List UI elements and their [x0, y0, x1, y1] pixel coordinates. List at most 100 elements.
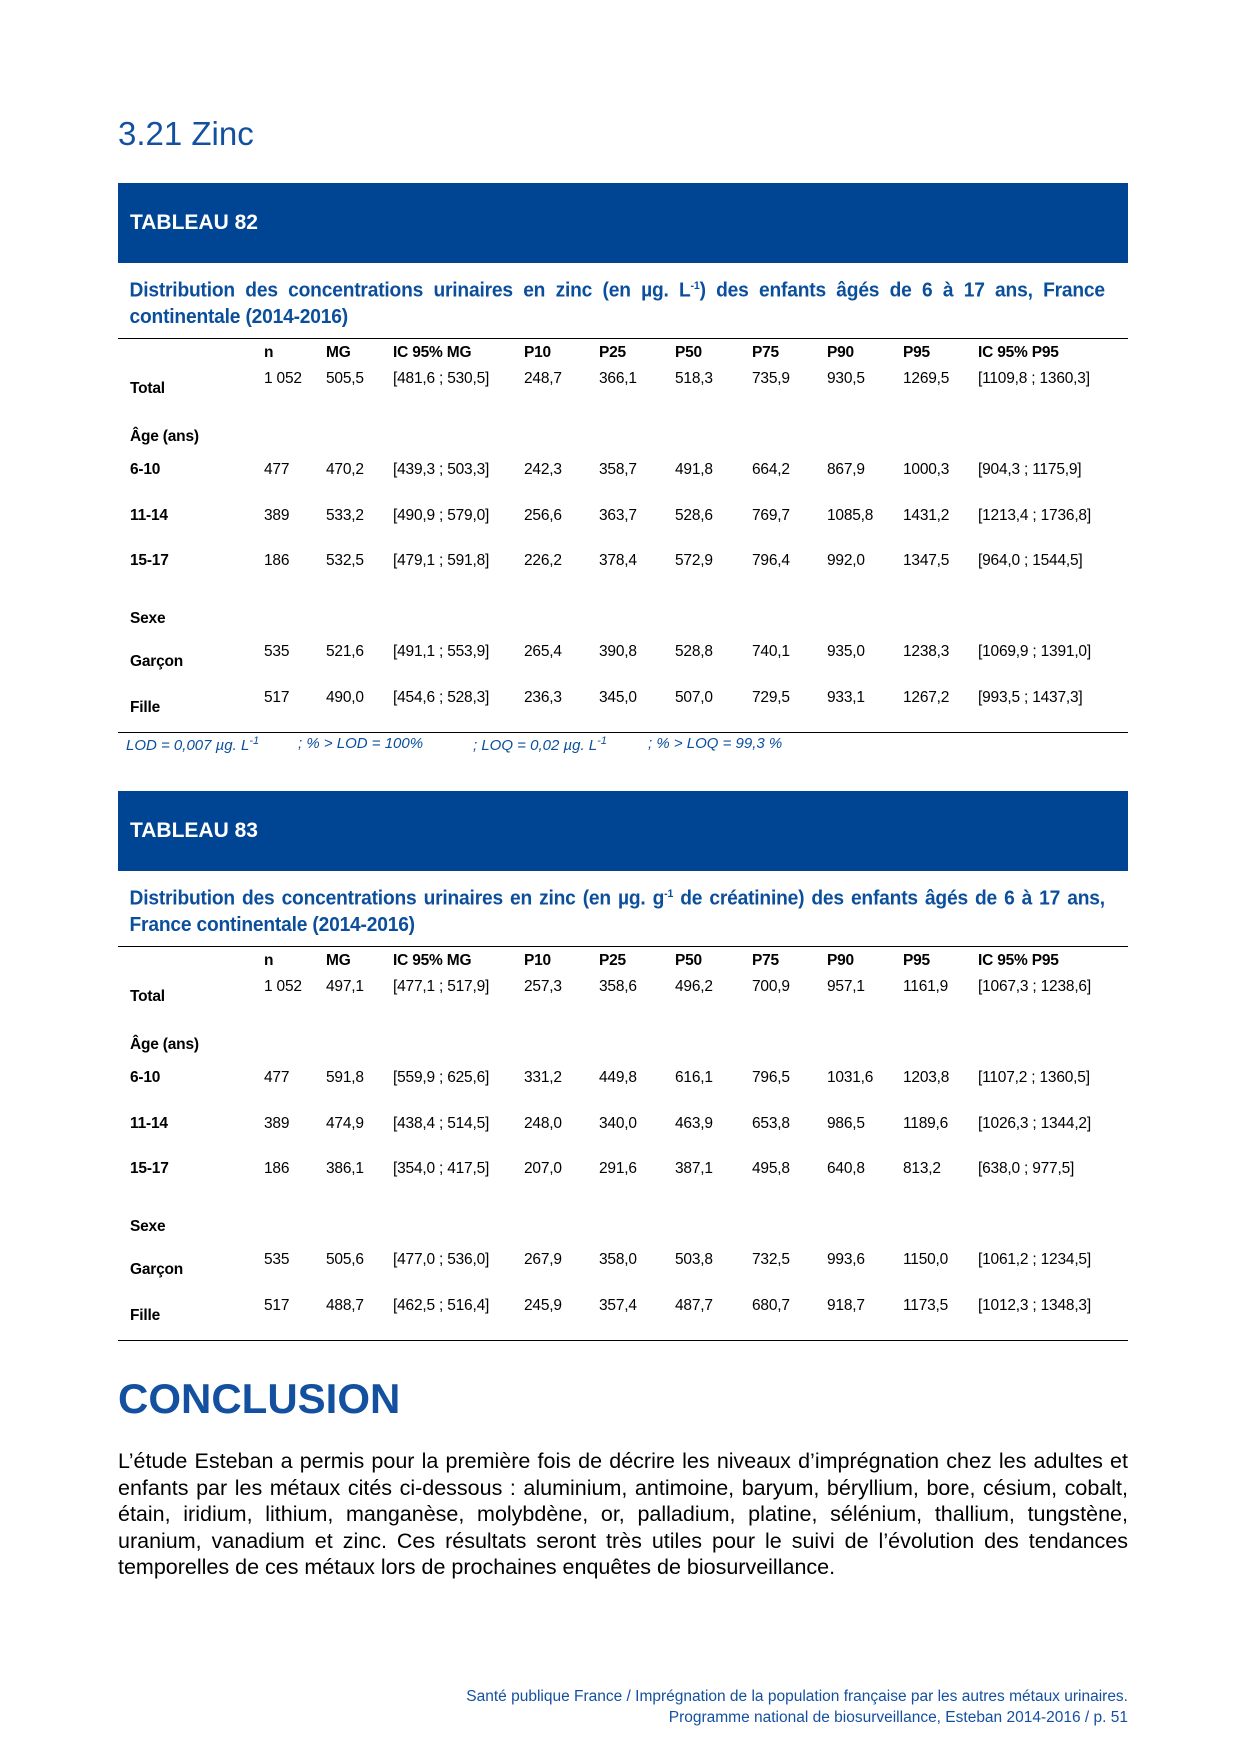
- cell: [490,9 ; 579,0]: [393, 506, 490, 524]
- table-label: TABLEAU 83: [118, 791, 1128, 871]
- cell: 386,1: [326, 1160, 364, 1178]
- cell: 1 052: [264, 978, 302, 996]
- cell: 992,0: [827, 552, 865, 570]
- cell: 653,8: [752, 1114, 790, 1132]
- cell: [477,0 ; 536,0]: [393, 1251, 490, 1269]
- cell: [638,0 ; 977,5]: [978, 1160, 1075, 1178]
- cell: 345,0: [599, 688, 637, 706]
- cell: [1069,9 ; 1391,0]: [978, 643, 1091, 661]
- header-cell: MG: [326, 344, 351, 362]
- text-run: Distribution des concentrations urinaire…: [129, 887, 665, 910]
- superscript: -1: [249, 734, 260, 747]
- cell: 497,1: [326, 978, 364, 996]
- header-cell: IC 95% P95: [978, 952, 1059, 970]
- cell: [993,5 ; 1437,3]: [978, 688, 1083, 706]
- cell: 477: [264, 461, 290, 479]
- cell: 740,1: [752, 643, 790, 661]
- superscript: -1: [690, 280, 700, 292]
- header-cell: P90: [827, 952, 854, 970]
- table-body: Total 1 052 497,1 [477,1 ; 517,9] 257,3 358,6…: [118, 976, 1128, 1341]
- cell: 1203,8: [903, 1069, 950, 1087]
- cell: 265,4: [524, 643, 562, 661]
- table-head: n MG IC 95% MG P10 P25 P50 P75 P90 P95 IC 95% P95: [118, 946, 1128, 976]
- row-label: Total: [130, 988, 165, 1006]
- cell: 505,5: [326, 370, 364, 388]
- text-run: ; LOQ = 0,02 µg. L: [473, 736, 598, 754]
- conclusion-text: L’étude Esteban a permis pour la premièr…: [118, 1449, 1128, 1579]
- cell: 387,1: [675, 1160, 713, 1178]
- cell: 1085,8: [827, 506, 874, 524]
- cell: 340,0: [599, 1114, 637, 1132]
- cell: 1150,0: [903, 1251, 949, 1269]
- superscript: -1: [664, 888, 674, 900]
- cell: 291,6: [599, 1160, 637, 1178]
- cell: 463,9: [675, 1114, 713, 1132]
- table-notes: LOD = 0,007 µg. L-1; % > LOD = 100%; LOQ…: [118, 735, 1128, 754]
- table-caption: Distribution des concentrations urinaire…: [118, 263, 1116, 338]
- cell: 488,7: [326, 1296, 364, 1314]
- cell: 358,6: [599, 978, 637, 996]
- table-head: n MG IC 95% MG P10 P25 P50 P75 P90 P95 IC 95% P95: [118, 338, 1128, 368]
- text-run: Distribution des concentrations urinaire…: [129, 279, 691, 302]
- cell: 572,9: [675, 552, 713, 570]
- cell: 1173,5: [903, 1296, 949, 1314]
- note: ; % > LOD = 100%: [298, 735, 473, 754]
- cell: 1347,5: [903, 552, 950, 570]
- data-row: Total 1 052 505,5 [481,6 ; 530,5] 248,7 366,1…: [118, 368, 1128, 414]
- cell: 1031,6: [827, 1069, 874, 1087]
- cell: 474,9: [326, 1114, 364, 1132]
- cell: 186: [264, 552, 290, 570]
- cell: 490,0: [326, 688, 364, 706]
- row-label: 6-10: [130, 1069, 161, 1087]
- table-block: TABLEAU 82 Distribution des concentration…: [118, 183, 1128, 754]
- data-row: Fille 517 490,0 [454,6 ; 528,3] 236,3 345,0 50…: [118, 687, 1128, 733]
- cell: 495,8: [752, 1160, 790, 1178]
- table-body: Total 1 052 505,5 [481,6 ; 530,5] 248,7 366,1…: [118, 368, 1128, 733]
- cell: 507,0: [675, 688, 713, 706]
- row-label: 15-17: [130, 552, 169, 570]
- header-cell: P10: [524, 952, 551, 970]
- cell: 1238,3: [903, 643, 950, 661]
- cell: 267,9: [524, 1251, 562, 1269]
- cell: 503,8: [675, 1251, 713, 1269]
- cell: 491,8: [675, 461, 713, 479]
- cell: [491,1 ; 553,9]: [393, 643, 490, 661]
- cell: 248,7: [524, 370, 562, 388]
- header-cell: P10: [524, 344, 551, 362]
- row-label: Fille: [130, 1306, 161, 1324]
- cell: 532,5: [326, 552, 364, 570]
- section-label: Sexe: [130, 1217, 166, 1235]
- row-label: Garçon: [130, 653, 184, 671]
- header-cell: IC 95% MG: [393, 952, 472, 970]
- cell: [439,3 ; 503,3]: [393, 461, 490, 479]
- cell: 245,9: [524, 1296, 562, 1314]
- cell: 477: [264, 1069, 290, 1087]
- cell: 242,3: [524, 461, 562, 479]
- data-row: 6-10 477 591,8 [559,9 ; 625,6] 331,2 449,8 616…: [118, 1067, 1128, 1113]
- cell: [964,0 ; 1544,5]: [978, 552, 1083, 570]
- header-cell: [118, 338, 264, 368]
- header-cell: P50: [675, 952, 702, 970]
- cell: 1161,9: [903, 978, 949, 996]
- cell: 366,1: [599, 370, 637, 388]
- data-row: 6-10 477 470,2 [439,3 ; 503,3] 242,3 358,7 491…: [118, 459, 1128, 505]
- cell: 533,2: [326, 506, 364, 524]
- cell: 226,2: [524, 552, 562, 570]
- cell: 729,5: [752, 688, 790, 706]
- cell: 257,3: [524, 978, 562, 996]
- cell: 521,6: [326, 643, 364, 661]
- cell: [354,0 ; 417,5]: [393, 1160, 490, 1178]
- cell: 363,7: [599, 506, 637, 524]
- cell: 505,6: [326, 1251, 364, 1269]
- cell: 378,4: [599, 552, 637, 570]
- cell: 935,0: [827, 643, 865, 661]
- note: LOD = 0,007 µg. L-1: [126, 735, 298, 754]
- cell: 700,9: [752, 978, 790, 996]
- cell: 256,6: [524, 506, 562, 524]
- header-cell: n: [264, 952, 274, 970]
- cell: [1067,3 ; 1238,6]: [978, 978, 1091, 996]
- cell: 518,3: [675, 370, 713, 388]
- cell: [1107,2 ; 1360,5]: [978, 1069, 1090, 1087]
- cell: 186: [264, 1160, 290, 1178]
